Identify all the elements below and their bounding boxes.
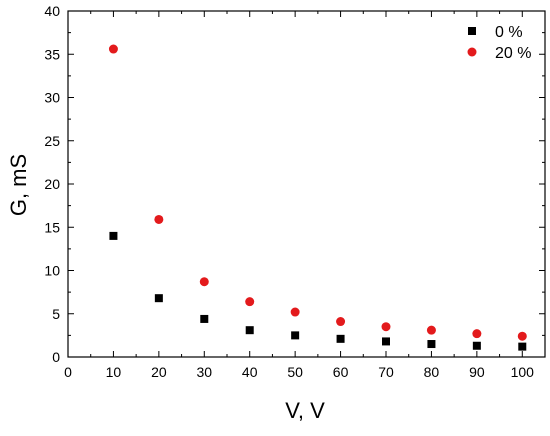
y-tick-label: 40 <box>44 3 60 19</box>
x-tick-label: 30 <box>196 364 212 380</box>
data-point-series-0 <box>245 326 254 335</box>
data-point-series-0 <box>472 341 481 350</box>
x-tick-label: 60 <box>333 364 349 380</box>
data-point-series-1 <box>472 329 482 339</box>
data-point-series-0 <box>200 314 209 323</box>
x-tick-label: 10 <box>106 364 122 380</box>
data-point-series-1 <box>336 317 346 327</box>
legend-label-1: 20 % <box>495 45 531 62</box>
data-point-series-1 <box>426 325 436 335</box>
data-point-series-1 <box>199 277 209 287</box>
x-tick-label: 100 <box>511 364 535 380</box>
data-point-series-0 <box>382 337 390 346</box>
data-point-series-0 <box>154 294 163 303</box>
data-point-series-1 <box>108 44 118 54</box>
data-point-series-1 <box>245 297 255 307</box>
x-tick-label: 40 <box>242 364 258 380</box>
x-tick-label: 20 <box>151 364 167 380</box>
x-tick-label: 50 <box>287 364 303 380</box>
data-points <box>108 44 527 351</box>
x-axis-title: V, V <box>285 398 325 423</box>
axes <box>67 10 546 358</box>
y-tick-label: 25 <box>44 133 60 149</box>
data-point-series-0 <box>109 231 118 240</box>
data-point-series-1 <box>290 307 300 317</box>
y-tick-label: 5 <box>52 306 60 322</box>
legend-marker-0 <box>468 27 476 35</box>
x-tick-label: 70 <box>378 364 394 380</box>
y-tick-label: 20 <box>44 176 60 192</box>
plot-frame <box>67 10 546 358</box>
legend-label-0: 0 % <box>495 24 523 41</box>
y-axis-title: G, mS <box>6 154 31 216</box>
y-tick-label: 35 <box>44 46 60 62</box>
data-point-series-0 <box>336 334 345 343</box>
data-point-series-1 <box>517 331 527 341</box>
data-point-series-0 <box>291 331 300 340</box>
y-tick-label: 30 <box>44 90 60 106</box>
ticks: 0 10 20 30 40 50 60 70 80 90 100 0 5 10 15 20 25 30 35 40 <box>44 3 545 380</box>
data-point-series-0 <box>427 340 436 349</box>
data-point-series-1 <box>154 214 164 224</box>
x-tick-label: 80 <box>424 364 440 380</box>
y-tick-label: 10 <box>44 263 60 279</box>
legend-marker-1 <box>467 47 477 57</box>
y-tick-label: 0 <box>52 349 60 365</box>
x-tick-label: 90 <box>469 364 485 380</box>
legend: 0 % 20 % <box>467 24 531 62</box>
y-tick-label: 15 <box>44 219 60 235</box>
data-point-series-0 <box>518 342 527 351</box>
data-point-series-1 <box>381 322 391 332</box>
x-tick-label: 0 <box>64 364 72 380</box>
